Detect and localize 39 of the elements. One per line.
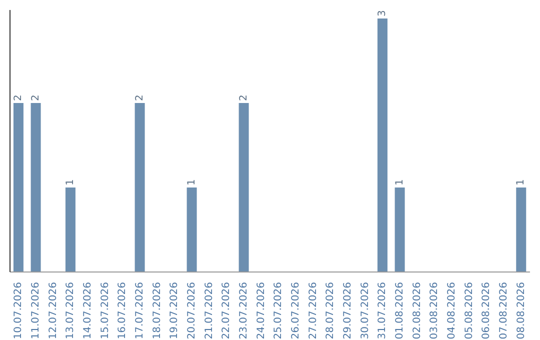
data-label: 1 [186, 179, 198, 186]
x-tick-label: 15.07.2026 [100, 282, 111, 340]
data-label: 3 [376, 10, 388, 16]
x-tick-label: 06.08.2026 [481, 282, 492, 340]
data-label: 2 [134, 94, 146, 101]
x-tick-label: 03.08.2026 [429, 282, 440, 340]
x-tick-label: 26.07.2026 [290, 282, 302, 340]
x-tick-label: 18.07.2026 [152, 282, 163, 340]
data-label: 2 [12, 94, 24, 101]
x-tick-label: 04.08.2026 [446, 282, 458, 340]
data-label: 2 [30, 94, 42, 101]
x-tick-label: 21.07.2026 [204, 282, 215, 340]
x-tick-label: 24.07.2026 [256, 282, 267, 340]
x-tick-label: 30.07.2026 [360, 282, 371, 340]
x-tick-label: 20.07.2026 [186, 282, 198, 340]
x-tick-label: 23.07.2026 [238, 282, 250, 340]
x-tick-label: 01.08.2026 [394, 282, 406, 340]
x-tick-label: 02.08.2026 [412, 282, 423, 340]
x-tick-label: 17.07.2026 [134, 282, 146, 340]
x-tick-label: 22.07.2026 [221, 282, 232, 340]
x-tick-label: 13.07.2026 [65, 282, 76, 340]
x-tick-label: 28.07.2026 [325, 282, 336, 340]
x-tick-label: 11.07.2026 [30, 282, 42, 340]
x-tick-label: 05.08.2026 [464, 282, 475, 340]
data-label: 1 [516, 179, 527, 186]
x-tick-label: 08.08.2026 [516, 282, 527, 340]
data-label: 1 [394, 179, 406, 186]
x-tick-label: 07.08.2026 [498, 282, 510, 340]
x-tick-label: 10.07.2026 [13, 282, 24, 340]
x-tick-label: 19.07.2026 [169, 282, 180, 340]
x-tick-label: 29.07.2026 [342, 282, 354, 340]
data-label: 1 [64, 179, 76, 186]
x-tick-label: 31.07.2026 [377, 282, 388, 340]
x-tick-label: 27.07.2026 [308, 282, 319, 340]
x-tick-label: 14.07.2026 [82, 282, 94, 340]
x-tick-label: 25.07.2026 [273, 282, 284, 340]
x-tick-label: 16.07.2026 [117, 282, 128, 340]
data-label: 2 [238, 94, 250, 101]
x-tick-label: 12.07.2026 [48, 282, 59, 340]
